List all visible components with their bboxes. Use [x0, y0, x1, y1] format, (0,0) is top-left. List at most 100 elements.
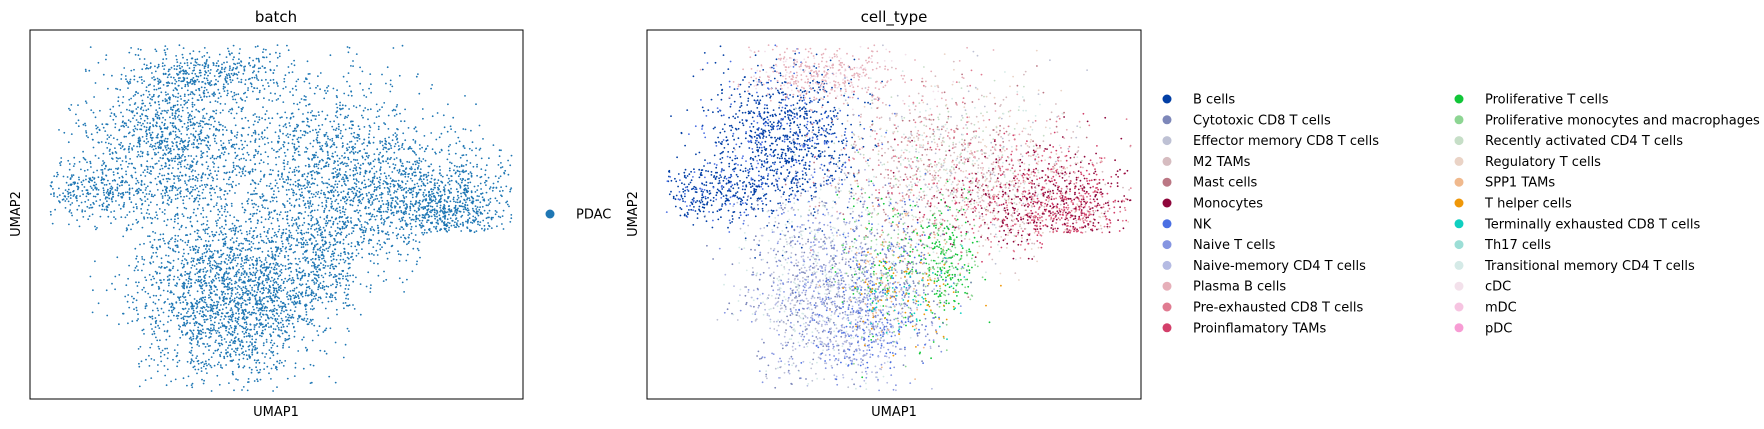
data-point	[179, 238, 182, 241]
data-point	[237, 244, 240, 247]
data-point	[404, 210, 407, 213]
data-point	[135, 177, 138, 180]
data-point	[295, 89, 298, 91]
data-point	[149, 181, 152, 184]
data-point	[168, 303, 171, 305]
data-point	[202, 81, 204, 83]
data-point	[117, 157, 119, 160]
data-point	[279, 129, 281, 131]
data-point	[316, 184, 319, 187]
data-point	[110, 222, 112, 225]
data-point	[431, 190, 433, 193]
data-point	[226, 285, 229, 288]
data-point	[409, 192, 412, 194]
data-point	[314, 178, 316, 181]
data-point	[304, 187, 306, 190]
data-point	[317, 204, 320, 207]
data-point	[480, 175, 483, 178]
data-point	[311, 110, 313, 112]
data-point	[187, 93, 190, 96]
data-point	[201, 156, 204, 158]
data-point	[468, 197, 471, 200]
data-point	[136, 188, 139, 191]
data-point	[496, 225, 498, 228]
data-point	[151, 317, 154, 320]
data-point	[352, 197, 355, 200]
data-point	[395, 157, 398, 159]
data-point	[351, 227, 354, 229]
data-point	[485, 184, 487, 187]
data-point	[144, 175, 147, 177]
data-point	[235, 155, 238, 158]
data-point	[276, 44, 279, 46]
data-point	[403, 120, 406, 123]
data-point	[221, 225, 223, 228]
data-point	[464, 184, 467, 187]
data-point	[309, 190, 311, 193]
data-point	[105, 54, 108, 56]
data-point	[415, 200, 418, 203]
data-point	[153, 88, 156, 91]
data-point	[457, 190, 460, 193]
data-point	[177, 217, 180, 220]
data-point	[124, 295, 127, 298]
data-point	[363, 234, 365, 237]
data-point	[336, 207, 338, 210]
data-point	[89, 185, 92, 188]
data-point	[432, 188, 435, 191]
data-point	[215, 78, 217, 81]
data-point	[73, 181, 76, 184]
data-point	[222, 290, 225, 293]
data-point	[331, 152, 334, 155]
data-point	[405, 222, 407, 225]
data-point	[315, 268, 317, 270]
data-point	[206, 270, 209, 272]
data-point	[174, 130, 177, 133]
data-point	[249, 82, 252, 84]
data-point	[269, 357, 272, 359]
data-point	[300, 187, 303, 190]
data-point	[264, 143, 266, 146]
data-point	[364, 171, 367, 174]
data-point	[467, 187, 470, 190]
data-point	[409, 205, 412, 208]
data-point	[270, 141, 273, 143]
data-point	[64, 189, 67, 192]
data-point	[185, 259, 188, 262]
data-point	[325, 220, 328, 222]
data-point	[163, 124, 166, 127]
data-point	[430, 211, 432, 214]
data-point	[433, 211, 436, 214]
data-point	[348, 85, 351, 87]
data-point	[361, 156, 364, 159]
data-point	[254, 247, 256, 250]
data-point	[417, 218, 420, 220]
data-point	[370, 239, 373, 242]
data-point	[189, 52, 192, 55]
data-point	[205, 112, 208, 115]
data-point	[380, 196, 383, 199]
data-point	[195, 130, 197, 133]
data-point	[163, 49, 166, 52]
data-point	[479, 211, 482, 214]
data-point	[216, 178, 219, 181]
data-point	[377, 157, 380, 160]
data-point	[159, 339, 161, 342]
data-point	[99, 199, 102, 201]
data-point	[131, 320, 134, 323]
data-point	[241, 143, 244, 146]
data-point	[316, 136, 319, 139]
data-point	[194, 61, 197, 63]
data-point	[149, 216, 152, 219]
data-point	[414, 203, 417, 206]
data-point	[51, 222, 54, 225]
data-point	[457, 182, 460, 185]
data-point	[248, 126, 250, 129]
data-point	[221, 292, 224, 294]
data-point	[505, 185, 508, 188]
data-point	[325, 205, 328, 208]
data-point	[139, 115, 142, 118]
data-point	[418, 178, 421, 181]
data-point	[470, 190, 473, 193]
data-point	[194, 184, 197, 187]
